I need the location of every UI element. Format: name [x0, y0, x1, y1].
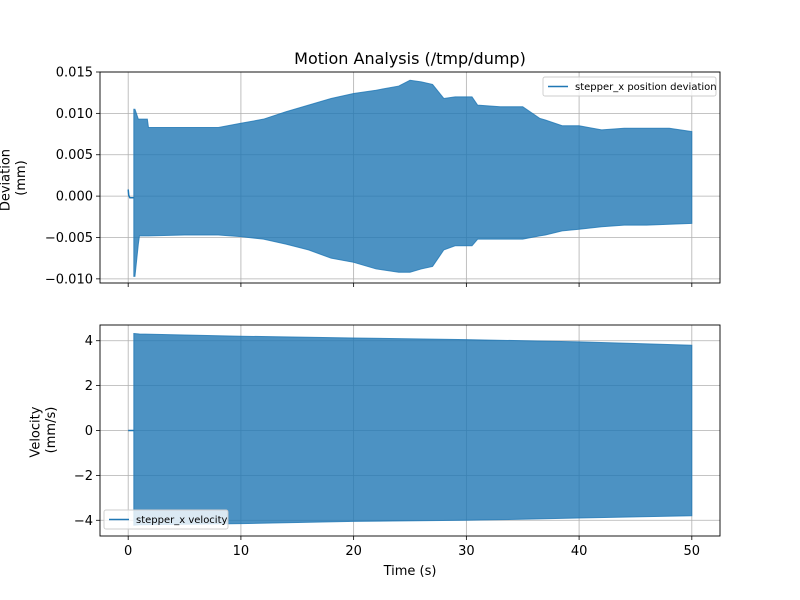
velocity-legend-box	[103, 509, 229, 530]
velocity-ylabel: Velocity (mm/s)	[29, 402, 60, 457]
deviation-ylabel-line2: (mm)	[14, 160, 29, 195]
x-tick-label: 50	[684, 544, 701, 559]
velocity-xlabel: Time (s)	[383, 564, 437, 579]
y-tick-label: 0.005	[56, 148, 93, 163]
series-envelope	[133, 332, 693, 526]
x-tick-label: 20	[345, 544, 362, 559]
y-tick-label: 2	[85, 379, 93, 394]
velocity-axes: 0 10 20 30 40 50 −4 −2 0 2 4 Velocity (mm/s) Time …	[29, 324, 721, 579]
velocity-legend[interactable]: stepper_x velocity	[103, 509, 229, 530]
deviation-ticks: −0.010 −0.005 0.000 0.005 0.010 0.015	[45, 66, 693, 287]
deviation-axes: −0.010 −0.005 0.000 0.005 0.010 0.015 Deviati…	[0, 66, 721, 287]
deviation-ylabel: Deviation (mm)	[0, 145, 29, 211]
deviation-series	[127, 79, 693, 277]
y-tick-label: 0.015	[56, 66, 93, 81]
chart-title: Motion Analysis (/tmp/dump)	[294, 49, 526, 68]
deviation-legend-label: stepper_x position deviation	[575, 82, 717, 93]
x-tick-label: 0	[124, 544, 132, 559]
velocity-ylabel-line1: Velocity	[29, 406, 44, 457]
deviation-axes-frame	[99, 71, 721, 284]
deviation-legend-box	[542, 76, 717, 97]
y-tick-label: −0.005	[45, 231, 93, 246]
velocity-legend-label: stepper_x velocity	[136, 515, 228, 526]
y-tick-label: 0.010	[56, 107, 93, 122]
x-tick-label: 30	[458, 544, 475, 559]
series-envelope	[133, 79, 693, 277]
x-tick-label: 10	[233, 544, 250, 559]
pre-motion-line	[127, 189, 134, 199]
velocity-ylabel-line2: (mm/s)	[44, 407, 59, 454]
y-tick-label: −4	[74, 514, 93, 529]
deviation-ylabel-line1: Deviation	[0, 149, 14, 211]
y-tick-label: −0.010	[45, 272, 93, 287]
y-tick-label: −2	[74, 469, 93, 484]
x-tick-label: 40	[571, 544, 588, 559]
velocity-ticks: 0 10 20 30 40 50 −4 −2 0 2 4	[74, 334, 700, 559]
velocity-series	[128, 332, 693, 526]
y-tick-label: 0.000	[56, 190, 93, 205]
y-tick-label: 0	[85, 424, 93, 439]
deviation-legend[interactable]: stepper_x position deviation	[542, 76, 717, 97]
y-tick-label: 4	[85, 334, 93, 349]
